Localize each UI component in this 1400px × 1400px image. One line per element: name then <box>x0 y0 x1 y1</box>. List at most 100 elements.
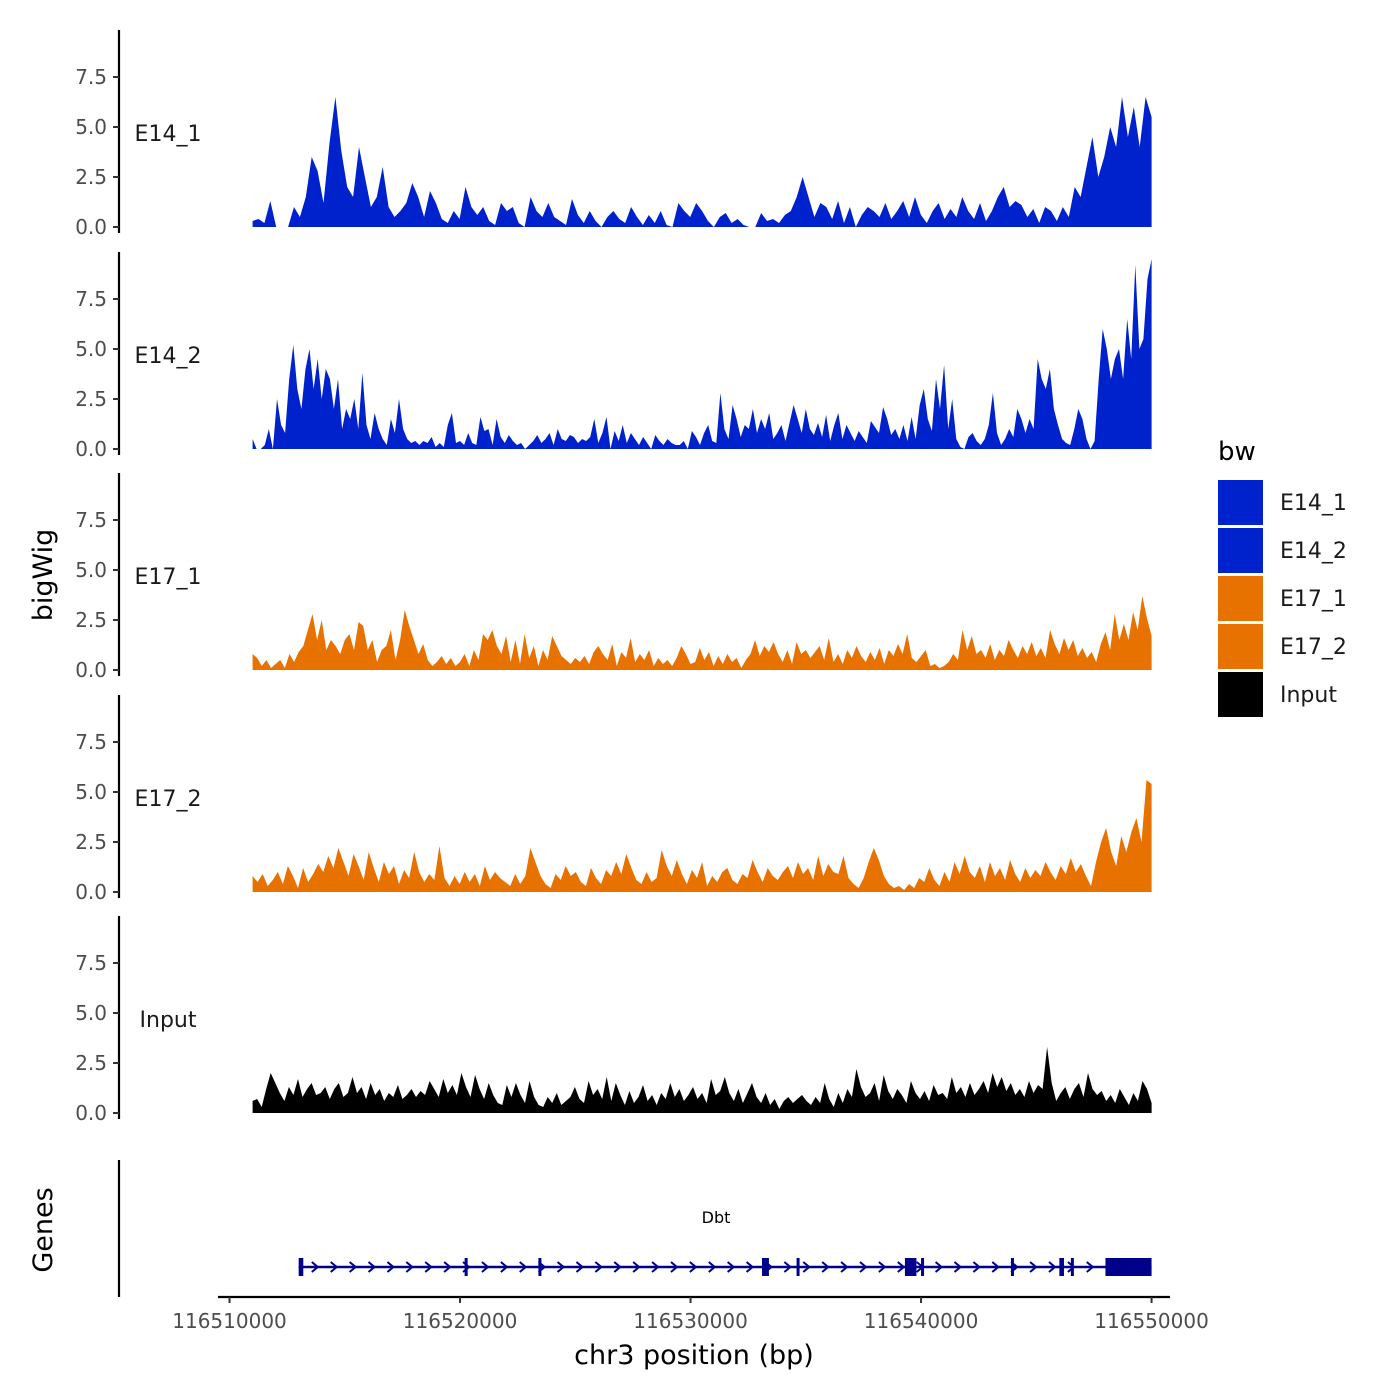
strand-arrow <box>670 1261 679 1273</box>
strand-arrow <box>1029 1261 1038 1273</box>
area-E17_1 <box>252 596 1152 670</box>
area-E14_1 <box>252 97 1152 227</box>
legend-label-E17_1: E17_1 <box>1280 587 1347 612</box>
exon-block <box>1105 1258 1152 1276</box>
genes-track: Dbt <box>117 1160 1152 1297</box>
track-Input: 0.0 2.5 5.0 7.5 Input <box>75 916 1152 1125</box>
strand-arrow <box>632 1261 641 1273</box>
strand-arrow <box>386 1261 395 1273</box>
strand-arrow <box>443 1261 452 1273</box>
y-tick-label: 2.5 <box>75 165 107 189</box>
exon-block <box>904 1258 917 1276</box>
exon-block <box>538 1258 542 1276</box>
y-tick-label: 5.0 <box>75 558 107 582</box>
gene-name-label: Dbt <box>702 1208 731 1227</box>
strand-arrow <box>934 1261 944 1273</box>
strand-arrow <box>972 1261 981 1273</box>
strand-arrow <box>651 1261 660 1273</box>
x-tick-label: 116510000 <box>172 1309 287 1333</box>
y-tick-label: 7.5 <box>75 65 107 89</box>
y-tick-label: 2.5 <box>75 608 107 632</box>
strand-arrow <box>575 1261 584 1273</box>
strand-arrow <box>991 1261 1000 1273</box>
x-axis: 116510000 116520000 116530000 116540000 1165… <box>172 1295 1209 1333</box>
area-E14_2 <box>252 259 1152 449</box>
strand-arrow <box>821 1261 830 1273</box>
y-tick-label: 7.5 <box>75 730 107 754</box>
tracks-layer: 0.0 2.5 5.0 7.5 E14_1 0.0 2.5 5.0 7.5 E14_2 0.0 2.5… <box>75 30 1152 1125</box>
exon-block <box>1010 1258 1014 1276</box>
strand-arrow <box>689 1261 698 1273</box>
strand-arrow <box>802 1261 811 1273</box>
y-tick-label: 0.0 <box>75 880 107 904</box>
y-tick-label: 2.5 <box>75 387 107 411</box>
strand-arrow <box>745 1261 755 1273</box>
y-tick-label: 7.5 <box>75 287 107 311</box>
y-tick-label: 5.0 <box>75 1001 107 1025</box>
y-tick-label: 0.0 <box>75 658 107 682</box>
exon-block <box>796 1258 800 1276</box>
x-tick-label: 116520000 <box>403 1309 518 1333</box>
y-tick-label: 5.0 <box>75 780 107 804</box>
legend-label-E14_1: E14_1 <box>1280 491 1347 516</box>
exon-block <box>298 1258 304 1276</box>
legend-label-E14_2: E14_2 <box>1280 539 1347 564</box>
x-axis-title: chr3 position (bp) <box>574 1340 814 1371</box>
legend-label-E17_2: E17_2 <box>1280 635 1347 660</box>
exon-block <box>464 1258 468 1276</box>
strand-arrow <box>348 1261 358 1273</box>
strand-arrow <box>481 1261 490 1273</box>
legend-swatch-E17_1 <box>1218 576 1263 621</box>
strand-arrow <box>311 1261 320 1273</box>
strand-arrow <box>708 1261 717 1273</box>
x-tick-label: 116550000 <box>1094 1309 1209 1333</box>
genes-track-title: Genes <box>28 1187 59 1272</box>
strand-arrow <box>367 1261 377 1273</box>
x-tick-label: 116530000 <box>633 1309 748 1333</box>
y-tick-label: 0.0 <box>75 437 107 461</box>
exon-block <box>1059 1258 1064 1276</box>
strand-arrow <box>613 1261 622 1273</box>
y-tick-label: 2.5 <box>75 830 107 854</box>
strand-arrow <box>878 1261 887 1273</box>
legend-swatch-E14_1 <box>1218 480 1263 525</box>
y-tick-label: 2.5 <box>75 1051 107 1075</box>
track-E14_1: 0.0 2.5 5.0 7.5 E14_1 <box>75 30 1152 239</box>
track-label-E14_2: E14_2 <box>135 344 202 369</box>
strand-arrow <box>405 1261 414 1273</box>
legend-swatch-E14_2 <box>1218 528 1263 573</box>
y-tick-label: 7.5 <box>75 951 107 975</box>
strand-arrow <box>330 1261 339 1273</box>
area-E17_2 <box>252 780 1152 892</box>
area-Input <box>252 1047 1152 1113</box>
y-tick-label: 5.0 <box>75 115 107 139</box>
strand-arrow <box>859 1261 868 1273</box>
legend: bw E14_1 E14_2 E17_1 E17_2 Input <box>1218 437 1347 717</box>
exon-block <box>921 1258 925 1276</box>
track-label-Input: Input <box>140 1008 197 1033</box>
exon-block <box>762 1258 769 1276</box>
strand-arrow <box>727 1261 736 1273</box>
track-E17_2: 0.0 2.5 5.0 7.5 E17_2 <box>75 695 1152 904</box>
track-label-E14_1: E14_1 <box>135 122 202 147</box>
y-tick-label: 7.5 <box>75 508 107 532</box>
strand-arrow <box>783 1261 792 1273</box>
y-tick-label: 0.0 <box>75 1101 107 1125</box>
strand-arrow <box>1086 1261 1095 1273</box>
track-E14_2: 0.0 2.5 5.0 7.5 E14_2 <box>75 252 1152 461</box>
legend-label-Input: Input <box>1280 683 1337 708</box>
strand-arrow <box>594 1261 603 1273</box>
strand-arrow <box>1048 1261 1057 1273</box>
y-tick-label: 5.0 <box>75 337 107 361</box>
strand-arrow <box>519 1261 528 1273</box>
y-tick-label: 0.0 <box>75 215 107 239</box>
strand-arrow <box>500 1261 509 1273</box>
legend-title: bw <box>1218 437 1256 467</box>
track-label-E17_1: E17_1 <box>135 565 202 590</box>
x-tick-label: 116540000 <box>864 1309 979 1333</box>
legend-swatch-E17_2 <box>1218 624 1263 669</box>
y-axis-title: bigWig <box>28 529 59 622</box>
strand-arrow <box>897 1261 906 1273</box>
strand-arrow <box>953 1261 963 1273</box>
